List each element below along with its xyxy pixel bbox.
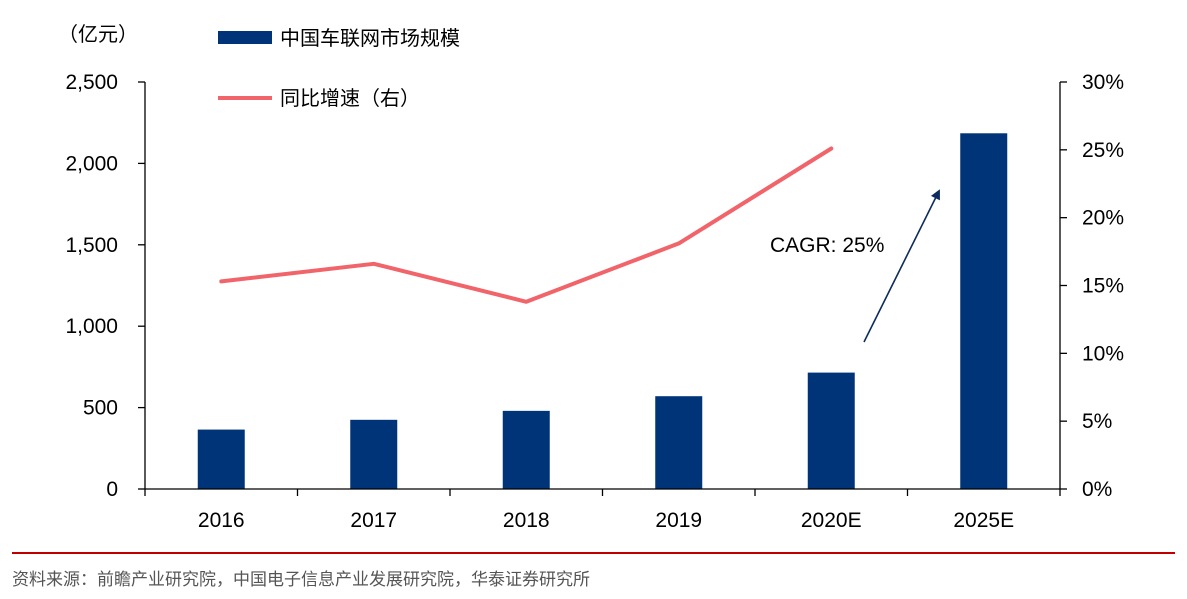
right-tick-label: 25% xyxy=(1082,139,1124,162)
legend-line-label: 同比增速（右） xyxy=(280,86,420,110)
x-tick-label: 2019 xyxy=(655,509,702,532)
legend-bar-swatch xyxy=(218,31,272,44)
left-axis: 0 500 1,000 1,500 2,000 2,500 xyxy=(65,71,146,501)
bar xyxy=(960,133,1008,490)
bar xyxy=(807,372,855,489)
growth-line xyxy=(219,146,834,304)
left-tick-label: 1,000 xyxy=(65,315,118,338)
right-axis: 0% 5% 10% 15% 20% 25% 30% xyxy=(1059,71,1124,501)
bar xyxy=(502,410,550,489)
left-tick-label: 0 xyxy=(106,478,118,501)
x-tick-label: 2018 xyxy=(503,509,550,532)
left-tick-label: 2,000 xyxy=(65,152,118,175)
bar-series xyxy=(197,133,1008,490)
legend-bar-label: 中国车联网市场规模 xyxy=(280,26,460,50)
line-series xyxy=(219,146,834,304)
right-tick-label: 15% xyxy=(1082,275,1124,298)
right-tick-label: 5% xyxy=(1082,410,1112,433)
left-tick-label: 500 xyxy=(83,397,118,420)
left-tick-label: 2,500 xyxy=(65,71,118,94)
left-axis-unit: （亿元） xyxy=(58,22,138,46)
legend-line-swatch xyxy=(218,96,272,100)
bar xyxy=(655,396,703,489)
right-tick-label: 20% xyxy=(1082,207,1124,230)
right-tick-label: 10% xyxy=(1082,342,1124,365)
source-note: 资料来源：前瞻产业研究院，中国电子信息产业发展研究院，华泰证券研究所 xyxy=(12,570,590,590)
right-tick-label: 0% xyxy=(1082,478,1112,501)
x-tick-label: 2017 xyxy=(350,509,397,532)
x-tick-label: 2025E xyxy=(953,509,1014,532)
cagr-annotation: CAGR: 25% xyxy=(770,234,884,257)
bar xyxy=(350,419,398,489)
right-tick-label: 30% xyxy=(1082,71,1124,94)
cagr-arrow xyxy=(863,189,940,343)
left-tick-label: 1,500 xyxy=(65,234,118,257)
x-axis: 2016 2017 2018 2019 2020E 2025E xyxy=(144,488,1061,532)
x-tick-label: 2020E xyxy=(801,509,862,532)
x-tick-label: 2016 xyxy=(198,509,245,532)
bar xyxy=(197,429,245,489)
